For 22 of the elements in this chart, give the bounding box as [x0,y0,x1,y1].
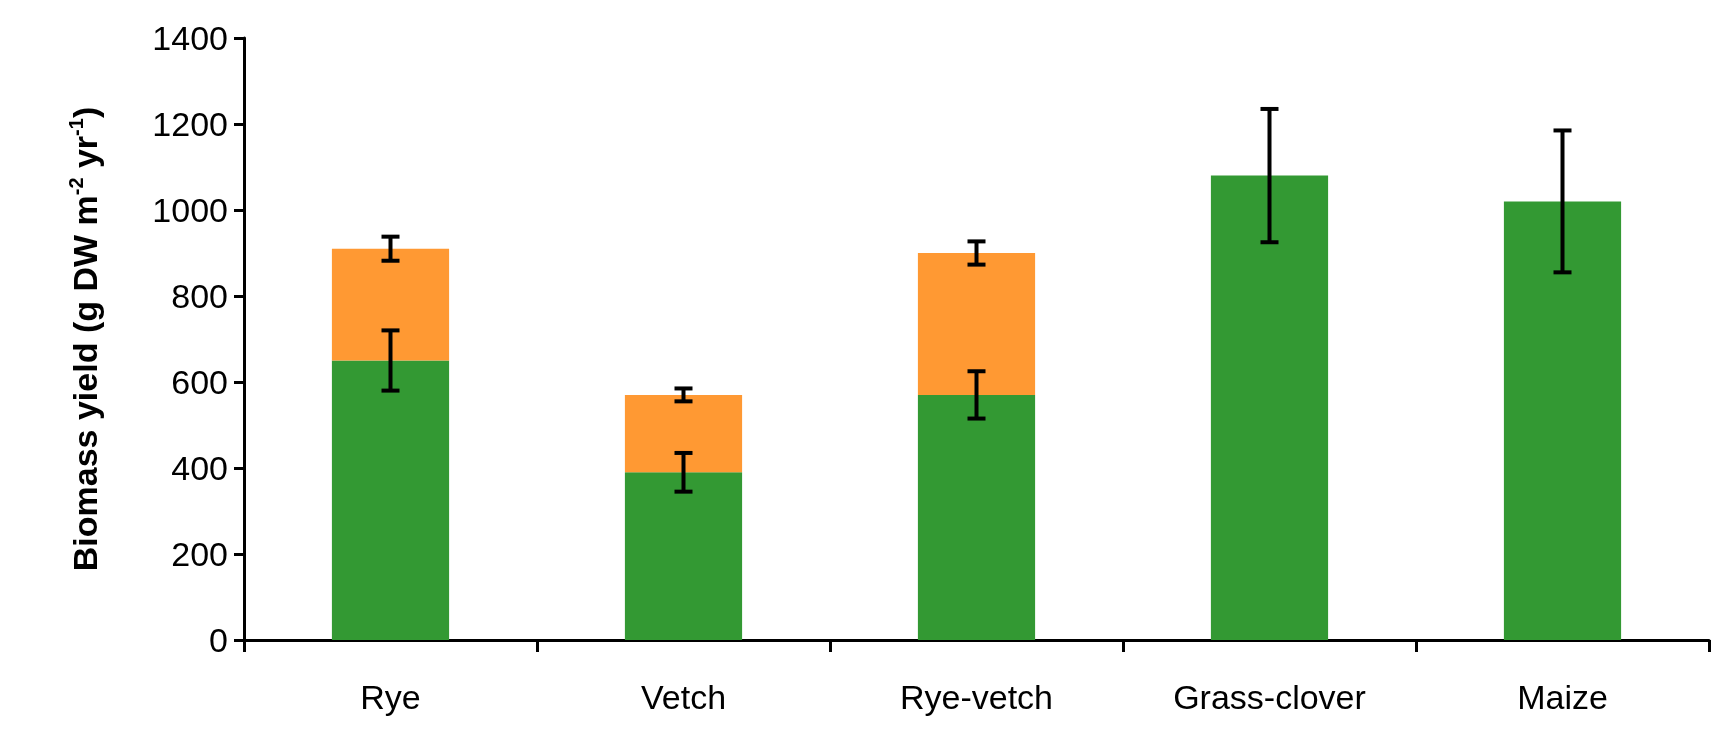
bar [331,360,450,640]
y-axis-title: Biomass yield (g DW m-2 yr-1) [65,106,104,572]
x-tick-label: Vetch [640,678,727,716]
x-tick-label: Rye [360,678,421,716]
x-tick-label: Rye-vetch [899,678,1054,716]
bar [917,394,1036,640]
y-tick-label: 400 [171,449,228,487]
bar [1503,201,1622,640]
x-tick-label: Grass-clover [1173,678,1366,716]
bar [331,248,450,361]
y-tick-label: 1200 [152,105,228,143]
bar [624,472,743,640]
bar [917,253,1036,395]
y-tick-label: 800 [171,277,228,315]
y-tick-label: 600 [171,363,228,401]
y-tick-label: 0 [209,621,228,659]
y-tick-label: 1400 [152,19,228,57]
y-tick-label: 1000 [152,191,228,229]
x-tick-label: Maize [1517,678,1608,716]
bar [624,394,743,473]
y-tick-label: 200 [171,535,228,573]
bar [1210,175,1329,640]
